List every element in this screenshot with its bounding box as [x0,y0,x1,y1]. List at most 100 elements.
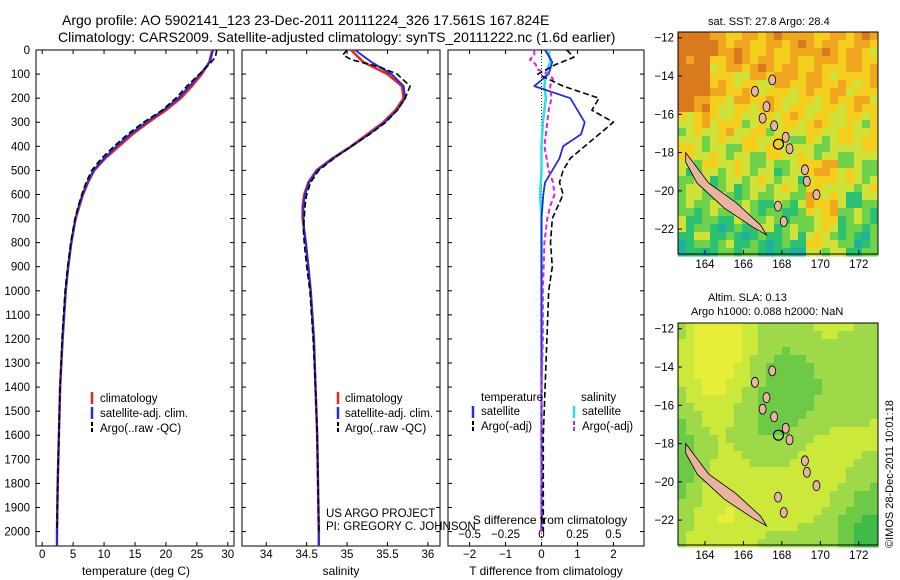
map-cell [766,443,775,452]
map-cell [766,232,775,241]
map-cell [758,208,767,217]
map-cell [718,112,727,121]
map-x-tick-label: 168 [772,259,791,271]
map-cell [846,395,855,404]
map-cell [782,403,791,412]
map-cell [758,32,767,41]
map-cell [742,40,751,49]
map-cell [790,144,799,153]
map-cell [854,507,863,516]
map-cell [830,176,839,185]
map-cell [806,120,815,129]
map-cell [734,411,743,420]
map-cell [798,403,807,412]
map-cell [806,435,815,444]
map-cell [854,475,863,484]
map-cell [686,96,695,105]
map-cell [718,48,727,57]
map-cell [718,379,727,388]
map-cell [758,40,767,49]
map-cell [838,331,847,340]
map-cell [686,427,695,436]
map-cell [726,515,735,524]
map-cell [798,80,807,89]
map-cell [862,240,871,249]
map-cell [750,248,759,257]
map-cell [718,96,727,105]
map-cell [798,379,807,388]
map-cell [678,112,687,121]
depth-tick-label: 0 [24,45,30,57]
map-cell [790,451,799,460]
map-cell [710,499,719,508]
map-cell [822,192,831,201]
map-cell [686,224,695,233]
map-cell [710,88,719,97]
map-cell [678,443,687,452]
map-frame [677,31,879,255]
map-cell [854,371,863,380]
map-cell [702,224,711,233]
map-cell [750,32,759,41]
sla-map-title-1: Altim. SLA: 0.13 [708,292,787,304]
map-cell [702,104,711,113]
map-cell [830,112,839,121]
map-cell [838,411,847,420]
map-cell [678,515,687,524]
map-cell [686,539,695,548]
x-tick-label: 1 [574,549,580,561]
map-cell [694,120,703,129]
map-cell [774,80,783,89]
map-cell [734,112,743,121]
map-cell [718,168,727,177]
difference-plot: −2 −1 0 1 2 −0.5 −0.25 0 0.25 0.5 [458,49,621,561]
map-cell [774,112,783,121]
map-cell [798,371,807,380]
map-cell [798,411,807,420]
island [781,131,790,143]
map-cell [830,80,839,89]
map-cell [862,339,871,348]
map-cell [718,80,727,89]
new-caledonia-island [685,442,768,528]
map-cell [830,523,839,532]
map-cell [838,323,847,332]
map-cell [718,531,727,540]
map-cell [798,467,807,476]
map-cell [774,395,783,404]
map-cell [822,443,831,452]
map-cell [702,80,711,89]
map-cell [822,40,831,49]
map-cell [766,467,775,476]
map-cell [846,160,855,169]
map-cell [742,152,751,161]
map-cell [814,523,823,532]
map-cell [830,363,839,372]
map-cell [702,387,711,396]
map-cell [742,419,751,428]
map-cell [726,539,735,548]
map-cell [806,419,815,428]
map-cell [870,427,879,436]
map-cell [846,523,855,532]
map-cell [822,491,831,500]
map-cell [726,443,735,452]
map-cell [798,427,807,436]
map-cell [838,136,847,145]
map-cell [694,331,703,340]
map-cell [694,200,703,209]
map-cell [718,88,727,97]
map-cell [686,483,695,492]
map-cell [862,208,871,217]
map-cell [726,64,735,73]
map-cell [734,144,743,153]
map-cell [846,387,855,396]
map-cell [790,216,799,225]
map-cell [822,200,831,209]
map-cell [782,72,791,81]
map-cell [822,96,831,105]
map-cell [814,152,823,161]
map-cell [718,371,727,380]
map-cell [830,387,839,396]
map-cell [806,240,815,249]
